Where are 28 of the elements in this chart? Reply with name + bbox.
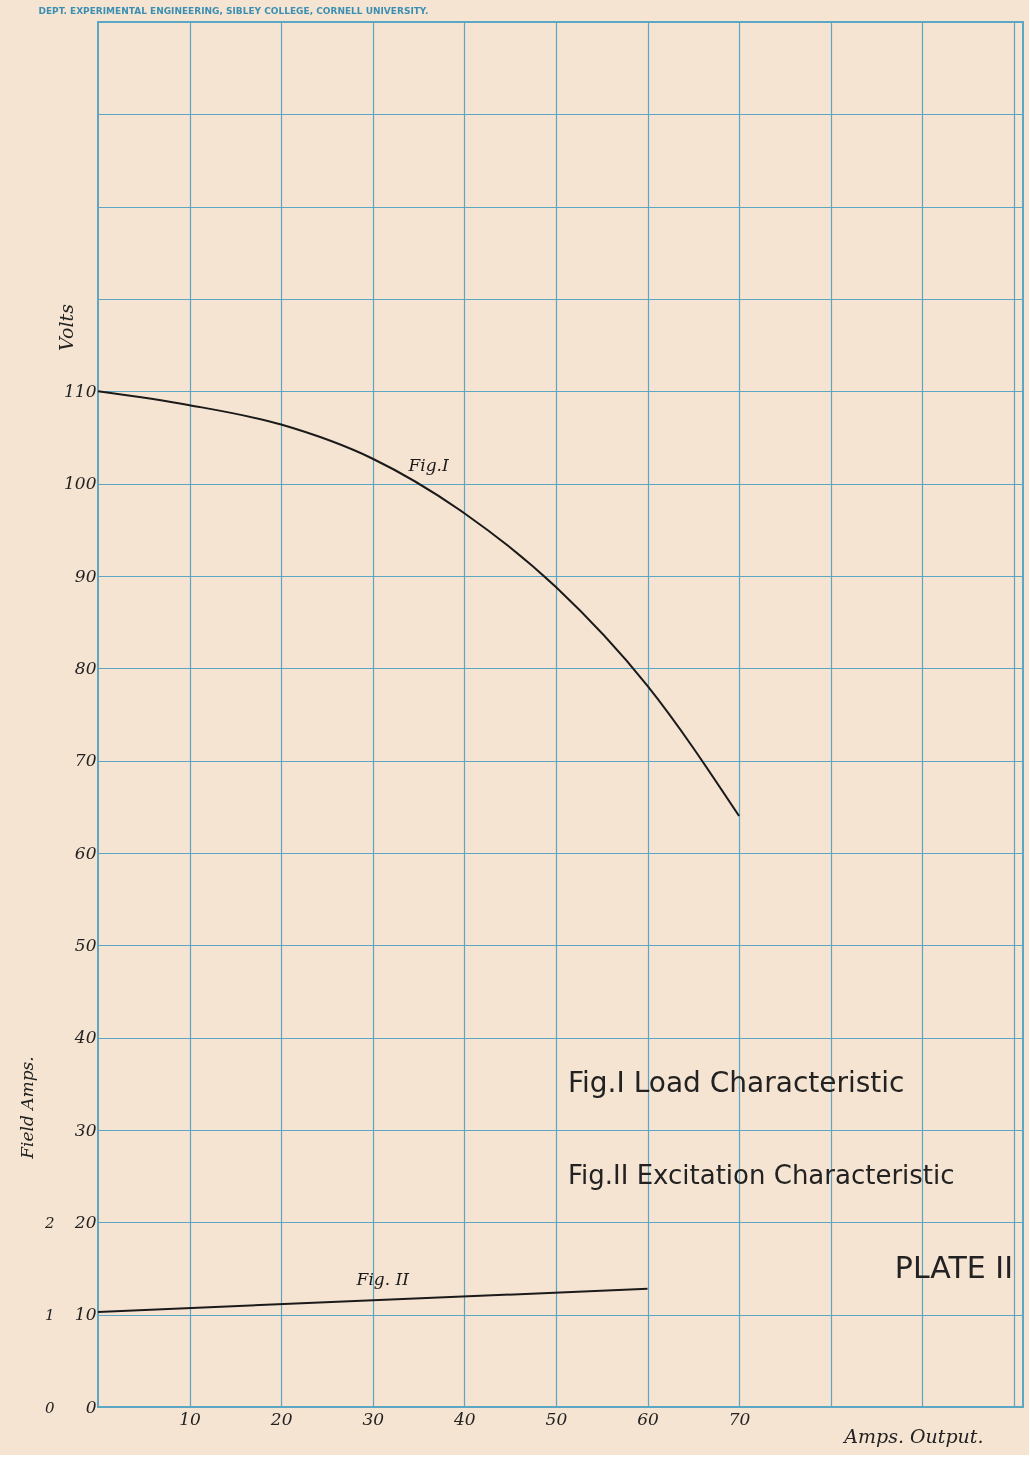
y-tick-label: 100 <box>64 473 97 494</box>
x-tick-label: 10 <box>179 1408 202 1429</box>
y2-tick-label: 1 <box>44 1306 55 1325</box>
y-tick-label: 110 <box>64 380 97 401</box>
x-tick-label: 40 <box>453 1408 476 1429</box>
y-tick-label: 40 <box>73 1027 97 1048</box>
x-tick-label: 20 <box>269 1408 293 1429</box>
x-tick-label: 50 <box>545 1408 568 1429</box>
y-axis-title: Volts <box>54 303 77 351</box>
x-tick-label: 70 <box>728 1408 751 1429</box>
y-tick-label: 70 <box>74 750 97 771</box>
y2-tick-label: 0 <box>44 1398 55 1417</box>
y-tick-label: 90 <box>74 565 97 586</box>
y-tick-label: 30 <box>74 1119 97 1140</box>
x-tick-label: 30 <box>362 1408 385 1429</box>
series-label: Fig.I <box>407 454 449 475</box>
y2-tick-label: 2 <box>43 1213 55 1232</box>
y-tick-label: 60 <box>74 842 97 863</box>
y-tick-label: 20 <box>73 1211 97 1232</box>
y-tick-label: 10 <box>74 1304 97 1325</box>
x-axis-title: Amps. Output. <box>842 1424 984 1447</box>
y-tick-label: 50 <box>74 934 97 955</box>
y-tick-label: 0 <box>85 1396 97 1417</box>
y-tick-label: 80 <box>74 657 97 678</box>
x-tick-label: 60 <box>637 1408 659 1429</box>
line-series <box>97 390 741 818</box>
chart-title: DEPT. EXPERIMENTAL ENGINEERING, SIBLEY COLLEGE, CORNELL UNIVERSITY. <box>38 6 429 16</box>
y2-axis-title: Field Amps. <box>16 1056 37 1160</box>
